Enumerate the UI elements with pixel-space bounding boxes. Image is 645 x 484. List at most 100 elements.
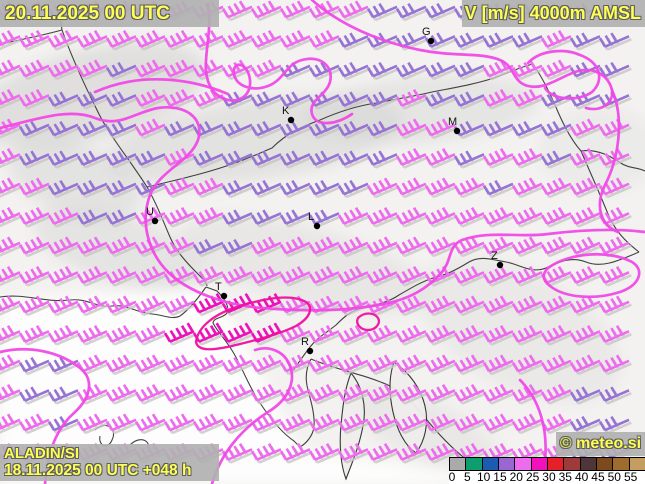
wind-barb xyxy=(221,91,253,107)
city-label-M: M xyxy=(448,116,457,128)
wind-barb xyxy=(337,266,369,284)
wind-barb xyxy=(192,177,224,196)
colorbar-swatches xyxy=(449,457,645,471)
wind-barb xyxy=(134,150,166,166)
wind-barb xyxy=(511,207,543,225)
colorbar-label: 55 xyxy=(623,470,638,484)
wind-barb xyxy=(0,148,21,165)
wind-barb xyxy=(337,207,369,225)
wind-barb xyxy=(569,207,601,225)
colorbar-label: 25 xyxy=(525,470,540,484)
wind-barb xyxy=(134,89,166,107)
wind-barb xyxy=(337,120,369,137)
wind-barb xyxy=(76,179,108,196)
wind-barb xyxy=(47,59,79,78)
wind-barb xyxy=(163,384,195,402)
model-init-line: 18.11.2025 00 UTC +048 h xyxy=(4,462,192,479)
wind-barb xyxy=(18,177,50,196)
wind-barb xyxy=(47,91,79,107)
wind-barb xyxy=(163,413,195,432)
wind-barb xyxy=(47,356,79,373)
wind-barb xyxy=(105,120,137,137)
wind-barb xyxy=(482,236,514,255)
wind-barb xyxy=(453,295,485,314)
wind-barb xyxy=(453,354,485,373)
wind-barb xyxy=(279,295,311,314)
wind-barb xyxy=(76,59,108,78)
run-date-text: 20.11.2025 00 UTC xyxy=(5,3,170,24)
wind-barb xyxy=(47,386,79,402)
wind-barb xyxy=(250,150,282,166)
wind-barb xyxy=(308,179,340,196)
wind-barb xyxy=(163,120,195,137)
colorbar-labels: 0 5 10 15 20 25 30 35 40 45 50 55 xyxy=(449,471,645,484)
wind-barb xyxy=(18,413,50,432)
wind-barb xyxy=(279,209,311,225)
wind-barb xyxy=(279,0,311,19)
wind-barb xyxy=(308,266,340,284)
wind-barb xyxy=(105,61,137,78)
wind-barb xyxy=(395,325,427,343)
wind-barb xyxy=(308,30,340,48)
wind-barb xyxy=(18,89,50,107)
wind-barb xyxy=(511,413,543,432)
wind-barb xyxy=(424,236,456,255)
colorbar-swatch-45 xyxy=(595,457,614,471)
wind-barb xyxy=(47,207,79,225)
wind-barb xyxy=(337,354,369,373)
wind-barb xyxy=(511,266,543,284)
wind-barb xyxy=(250,443,282,461)
wind-barb xyxy=(308,91,340,107)
copyright-text: meteo.si xyxy=(576,435,642,452)
wind-barb xyxy=(424,413,456,432)
wind-barb xyxy=(47,30,79,48)
wind-barb xyxy=(0,118,21,135)
wind-barb xyxy=(540,207,572,225)
wind-barb xyxy=(18,325,50,343)
wind-barb xyxy=(366,413,398,432)
wind-barb xyxy=(0,236,21,253)
colorbar-label: 20 xyxy=(509,470,523,484)
wind-barb xyxy=(598,386,630,402)
wind-barb xyxy=(18,356,50,373)
wind-barb xyxy=(424,118,456,137)
wind-barb xyxy=(453,91,485,107)
wind-barb xyxy=(540,59,572,78)
wind-barb xyxy=(192,150,224,166)
wind-barb xyxy=(482,295,514,314)
wind-barb xyxy=(598,61,630,78)
copyright-symbol: © xyxy=(559,435,572,452)
wind-barb xyxy=(250,266,282,284)
wind-barb xyxy=(598,118,630,137)
wind-barb xyxy=(395,2,427,19)
wind-barb xyxy=(192,120,224,137)
wind-barb xyxy=(0,207,21,224)
wind-barb xyxy=(18,207,50,225)
wind-barb xyxy=(221,354,253,373)
colorbar-label: 40 xyxy=(574,470,589,484)
wind-barb xyxy=(598,236,630,255)
wind-barb xyxy=(366,177,398,196)
wind-barb xyxy=(279,120,311,137)
wind-barb xyxy=(424,266,456,284)
wind-barb xyxy=(395,207,427,225)
wind-barb xyxy=(47,295,79,314)
wind-barb xyxy=(134,59,166,78)
colorbar-label: 30 xyxy=(542,470,556,484)
colorbar-swatch-25 xyxy=(530,457,548,471)
wind-barb xyxy=(0,384,21,401)
wind-barb xyxy=(250,91,282,107)
wind-barb xyxy=(540,177,572,196)
wind-barb xyxy=(569,325,601,343)
wind-barb xyxy=(482,32,514,48)
wind-barb xyxy=(76,325,108,343)
wind-barb xyxy=(540,295,572,314)
wind-barb xyxy=(482,384,514,402)
colorbar-swatch-0 xyxy=(449,457,467,471)
wind-barb xyxy=(424,91,456,107)
colorbar-label: 45 xyxy=(591,470,605,484)
wind-barb xyxy=(163,322,195,343)
wind-barb xyxy=(366,2,398,19)
wind-barb xyxy=(598,148,630,166)
city-label-T: T xyxy=(215,281,222,293)
